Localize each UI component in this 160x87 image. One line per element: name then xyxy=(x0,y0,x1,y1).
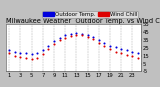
Text: Milwaukee Weather  Outdoor Temp. vs Wind Chill (24 Hours): Milwaukee Weather Outdoor Temp. vs Wind … xyxy=(6,18,160,24)
Legend: Outdoor Temp., Wind Chill: Outdoor Temp., Wind Chill xyxy=(42,11,138,18)
